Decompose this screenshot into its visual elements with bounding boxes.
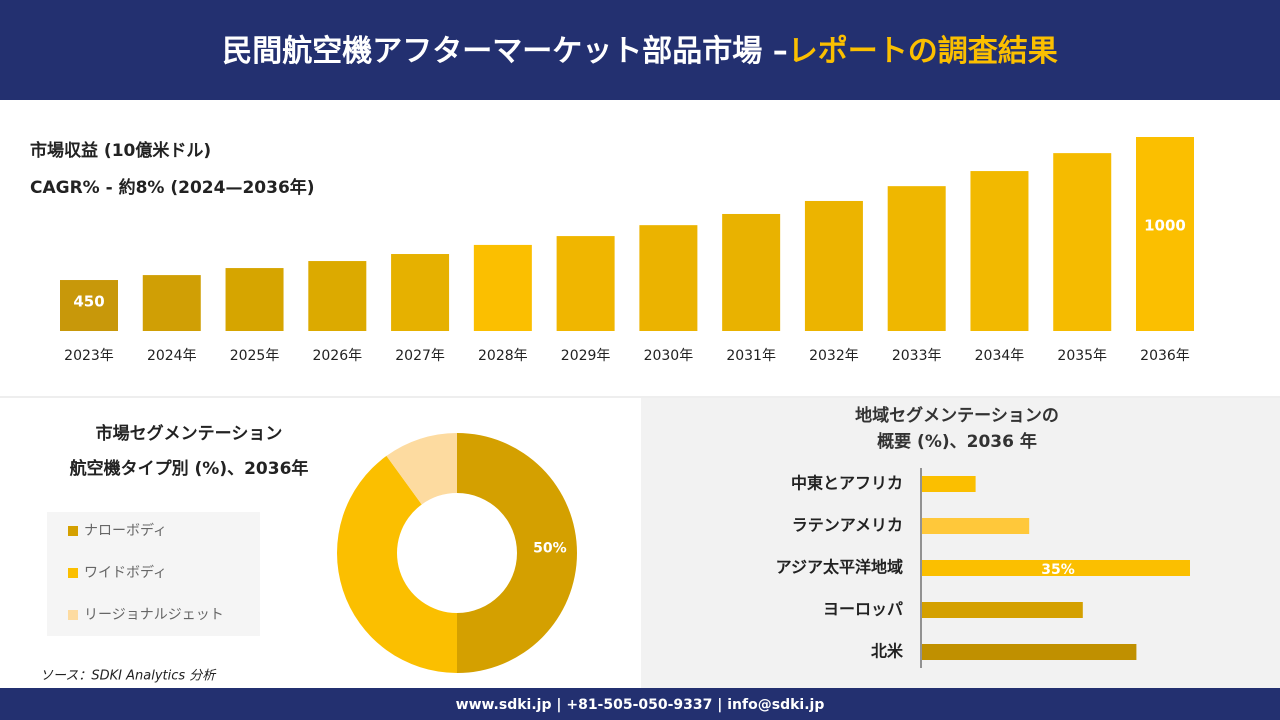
bar — [887, 186, 946, 331]
bar — [922, 644, 1137, 660]
legend-box — [47, 512, 260, 636]
x-tick-label: 2030年 — [644, 348, 694, 364]
title-highlight: レポートの調査結果 — [788, 34, 1058, 69]
bar — [60, 280, 118, 331]
x-tick-label: 2024年 — [147, 348, 197, 364]
x-tick-label: 2029年 — [561, 348, 611, 364]
chart-title: 市場収益 (10億米ドル) — [30, 140, 211, 161]
x-tick-label: 2025年 — [230, 348, 280, 364]
value-label: 450 — [73, 293, 104, 311]
x-tick-label: 2026年 — [312, 348, 362, 364]
bar — [1053, 153, 1112, 331]
bar — [922, 560, 1190, 576]
bar — [142, 275, 201, 331]
x-tick-label: 2028年 — [478, 348, 528, 364]
x-tick-label: 2035年 — [1057, 348, 1107, 364]
bar — [556, 236, 615, 331]
value-label: 50% — [533, 540, 567, 556]
legend-label: ナローボディ — [84, 522, 167, 539]
header-bar — [0, 0, 1280, 100]
bar — [308, 261, 367, 331]
bar — [804, 200, 863, 331]
chart-title: 航空機タイプ別 (%)、2036年 — [70, 458, 309, 479]
x-tick-label: 2031年 — [726, 348, 776, 364]
bar — [970, 171, 1029, 331]
y-tick-label: アジア太平洋地域 — [776, 558, 903, 577]
x-tick-label: 2027年 — [395, 348, 445, 364]
x-tick-label: 2023年 — [64, 348, 114, 364]
bar — [922, 602, 1083, 618]
bar — [391, 254, 450, 331]
bar — [922, 476, 976, 492]
footer: www.sdki.jp | +81-505-050-9337 | info@sd… — [456, 697, 825, 713]
y-tick-label: 北米 — [871, 642, 904, 661]
legend-swatch — [68, 568, 78, 578]
x-tick-label: 2036年 — [1140, 348, 1190, 364]
donut-slice — [337, 455, 457, 673]
bar — [639, 225, 698, 331]
legend-swatch — [68, 526, 78, 536]
bar — [1136, 137, 1194, 331]
x-tick-label: 2034年 — [975, 348, 1025, 364]
bar — [225, 268, 284, 331]
donut-slice — [386, 433, 457, 505]
bar — [473, 244, 532, 331]
legend-swatch — [68, 610, 78, 620]
title-main: 民間航空機アフターマーケット部品市場 – — [222, 34, 787, 69]
bar — [722, 213, 781, 331]
chart-title: 市場セグメンテーション — [96, 423, 283, 444]
legend-label: リージョナルジェット — [84, 607, 224, 623]
source: ソース：SDKI Analytics 分析 — [40, 669, 217, 684]
region-panel — [641, 398, 1280, 688]
x-tick-label: 2033年 — [892, 348, 942, 364]
x-tick-label: 2032年 — [809, 348, 859, 364]
legend-label: ワイドボディ — [84, 564, 167, 581]
value-label: 1000 — [1144, 217, 1186, 235]
chart-subtitle: CAGR% - 約8% (2024—2036年) — [30, 177, 315, 198]
y-tick-label: ヨーロッパ — [823, 600, 903, 619]
footer-bar — [0, 688, 1280, 720]
header-title: 民間航空機アフターマーケット部品市場 –レポートの調査結果 — [222, 34, 1057, 69]
chart-title: 地域セグメンテーションの — [855, 405, 1059, 426]
y-tick-label: ラテンアメリカ — [792, 516, 903, 535]
y-tick-label: 中東とアフリカ — [791, 474, 903, 493]
chart-title: 概要 (%)、2036 年 — [877, 431, 1037, 452]
value-label: 35% — [1041, 562, 1075, 578]
donut-slice — [457, 433, 577, 673]
bar — [922, 518, 1030, 534]
